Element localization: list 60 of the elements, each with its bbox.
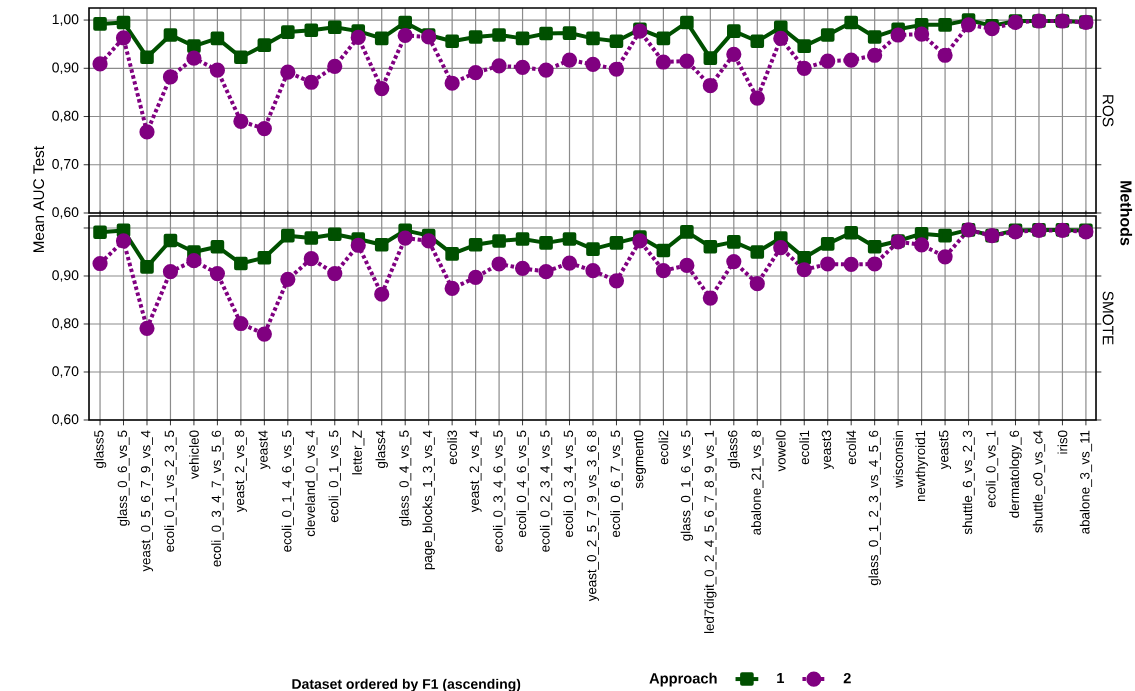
x-tick-label: newthyroid1 bbox=[915, 430, 928, 502]
x-tick-label: shuttle_6_vs_2_3 bbox=[962, 430, 975, 535]
x-tick-label: wisconsin bbox=[893, 430, 904, 488]
x-tick-label: ecoli_0_6_7_vs_5 bbox=[610, 430, 623, 537]
y-tick-label: 0,60 bbox=[52, 207, 79, 219]
y-tick-label: 0,90 bbox=[52, 62, 79, 75]
x-tick-label: vehicle0 bbox=[189, 430, 199, 479]
x-tick-label: glass4 bbox=[375, 430, 388, 469]
y-tick-label: 0,70 bbox=[52, 366, 79, 378]
x-tick-label: led7digit_0_2_4_5_6_7_8_9_vs_1 bbox=[704, 430, 717, 634]
x-tick-label: ecoli_0_1_vs_5 bbox=[328, 430, 341, 523]
x-tick-label: ecoli4 bbox=[846, 430, 857, 465]
x-tick-label: glass_0_4_vs_5 bbox=[398, 430, 412, 526]
x-tick-label: abalone_21_vs_8 bbox=[751, 430, 764, 535]
legend-label: 2 bbox=[843, 672, 851, 684]
x-tick-label: shuttle_c0_vs_c4 bbox=[1032, 430, 1046, 533]
y-tick-label: 0,80 bbox=[52, 110, 79, 123]
x-tick-label: ecoli_0_3_4_vs_5 bbox=[563, 430, 576, 537]
x-tick-label: ecoli2 bbox=[658, 430, 669, 465]
x-tick-label: letter_Z bbox=[352, 430, 365, 475]
x-tick-label: yeast3 bbox=[821, 430, 834, 470]
text: ROS bbox=[1102, 95, 1114, 127]
x-tick-label: yeast_2_vs_4 bbox=[469, 430, 482, 513]
y-tick-label: 1,00 bbox=[52, 14, 79, 26]
legend-label: 1 bbox=[777, 673, 785, 684]
y-tick-label: 0,70 bbox=[52, 158, 79, 171]
x-tick-label: iris0 bbox=[1057, 430, 1068, 454]
x-tick-label: glass6 bbox=[727, 430, 741, 469]
x-tick-label: cleveland_0_vs_4 bbox=[305, 430, 318, 537]
legend-title: Approach bbox=[649, 672, 717, 687]
text: SMOTE bbox=[1102, 291, 1114, 345]
x-tick-label: vowel0 bbox=[775, 430, 786, 472]
y-axis-title: Mean AUC Test bbox=[33, 146, 45, 253]
text: Methods bbox=[1120, 181, 1133, 246]
x-tick-label: ecoli1 bbox=[799, 430, 810, 465]
x-tick-label: yeast4 bbox=[258, 430, 271, 470]
x-tick-label: ecoli3 bbox=[447, 430, 458, 465]
x-tick-label: ecoli_0_1_4_6_vs_5 bbox=[281, 430, 294, 552]
x-tick-label: page_blocks_1_3_vs_4 bbox=[422, 430, 435, 570]
x-tick-label: ecoli_0_4_6_vs_5 bbox=[516, 430, 529, 537]
y-tick-label: 0,60 bbox=[52, 414, 79, 426]
x-tick-label: ecoli_0_1_vs_2_3_5 bbox=[164, 430, 177, 552]
x-tick-label: glass_0_1_2_3_vs_4_5_6 bbox=[868, 430, 881, 586]
y-tick-label: 0,90 bbox=[52, 270, 79, 282]
x-tick-label: yeast_0_5_6_7_9_vs_4 bbox=[140, 430, 154, 572]
x-tick-label: yeast_2_vs_8 bbox=[234, 430, 247, 513]
x-axis-title: Dataset ordered by F1 (ascending) bbox=[292, 678, 521, 691]
y-tick-label: 0,80 bbox=[52, 318, 79, 330]
x-tick-label: ecoli_0_vs_1 bbox=[985, 430, 999, 508]
x-tick-label: glass_0_1_6_vs_5 bbox=[680, 430, 694, 541]
x-tick-label: dermatology_6 bbox=[1009, 430, 1022, 518]
x-tick-label: abalone_3_vs_11 bbox=[1079, 430, 1093, 534]
x-tick-label: glass5 bbox=[93, 430, 107, 469]
x-tick-label: segment0 bbox=[633, 430, 646, 489]
x-tick-label: yeast_0_2_5_7_9_vs_3_6_8 bbox=[586, 430, 600, 602]
x-tick-label: yeast5 bbox=[939, 430, 952, 470]
x-tick-label: ecoli_0_3_4_6_vs_5 bbox=[492, 430, 506, 552]
x-tick-label: ecoli_0_3_4_7_vs_5_6 bbox=[211, 430, 224, 567]
x-tick-label: glass_0_6_vs_5 bbox=[117, 430, 130, 526]
x-tick-label: ecoli_0_2_3_4_vs_5 bbox=[539, 430, 553, 552]
